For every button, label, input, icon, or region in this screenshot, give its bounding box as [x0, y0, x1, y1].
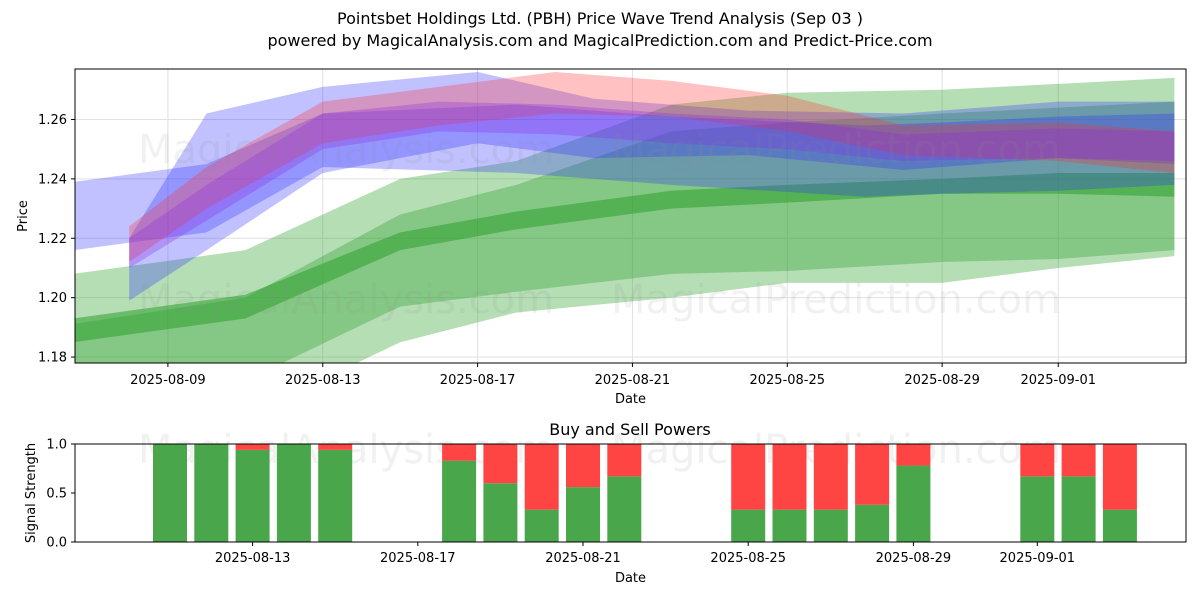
- sell-bar: [442, 444, 477, 461]
- signal-chart-title: Buy and Sell Powers: [549, 420, 711, 439]
- buy-bar: [731, 509, 766, 542]
- y-axis-label: Price: [16, 200, 31, 232]
- sell-bar: [1061, 444, 1096, 477]
- signal-bars: [152, 444, 1137, 542]
- sell-bar: [607, 444, 642, 477]
- watermark-text: MagicalAnalysis.com: [138, 277, 554, 323]
- green-wave-band: [75, 101, 1175, 363]
- sell-bar: [566, 444, 601, 488]
- price-axes: 2025-08-09 2025-08-13 2025-08-17 2025-08-21…: [16, 113, 1096, 407]
- blue-wave-band: [129, 71, 1175, 301]
- signal-axes: 2025-08-13 2025-08-17 2025-08-21 2025-08-25…: [24, 438, 1075, 587]
- blue-wave-band: [75, 104, 1175, 251]
- buy-bar: [813, 509, 848, 542]
- sell-bar: [524, 444, 559, 510]
- x-tick-label: 2025-08-21: [595, 373, 671, 388]
- buy-bar: [442, 460, 477, 542]
- sell-bar: [1102, 444, 1137, 510]
- y-tick-label: 0.5: [46, 487, 67, 502]
- buy-bar: [1061, 476, 1096, 542]
- buy-bar: [152, 444, 187, 542]
- sell-bar: [483, 444, 518, 484]
- sell-bar: [731, 444, 766, 510]
- chart-subtitle: powered by MagicalAnalysis.com and Magic…: [267, 31, 933, 50]
- y-axis-label: Signal Strength: [24, 443, 39, 543]
- x-tick-label: 2025-08-09: [130, 373, 206, 388]
- purple-wave-band: [129, 101, 1175, 268]
- y-tick-label: 1.20: [38, 291, 67, 306]
- green-wave-band: [75, 77, 1175, 363]
- sell-bar: [235, 444, 270, 450]
- sell-bar: [896, 444, 931, 466]
- y-tick-label: 1.0: [46, 438, 67, 453]
- x-tick-label: 2025-08-29: [876, 551, 952, 566]
- watermark-text: MagicalPrediction.com: [611, 127, 1061, 173]
- x-tick-label: 2025-08-25: [710, 551, 786, 566]
- watermark-text: MagicalAnalysis.com: [138, 127, 554, 173]
- red-wave-band: [129, 71, 1175, 263]
- x-tick-label: 2025-08-29: [904, 373, 980, 388]
- price-grid: [75, 69, 1186, 363]
- x-tick-label: 2025-08-17: [380, 551, 456, 566]
- y-tick-label: 1.18: [38, 351, 67, 366]
- price-plot-frame: [74, 68, 1187, 364]
- green-wave-band: [75, 172, 1175, 342]
- buy-bar: [1020, 476, 1055, 542]
- buy-bar: [194, 444, 229, 542]
- buy-bar: [235, 449, 270, 542]
- x-tick-label: 2025-09-01: [1000, 551, 1076, 566]
- buy-bar: [276, 444, 311, 542]
- x-tick-label: 2025-08-17: [440, 373, 516, 388]
- y-tick-label: 1.26: [38, 113, 67, 128]
- y-tick-label: 1.22: [38, 232, 67, 247]
- x-tick-label: 2025-08-13: [285, 373, 361, 388]
- x-axis-label: Date: [615, 571, 646, 586]
- y-tick-label: 1.24: [38, 172, 67, 187]
- buy-bar: [1102, 509, 1137, 542]
- buy-bar: [772, 509, 807, 542]
- watermark-text: MagicalPrediction.com: [611, 277, 1061, 323]
- price-bands: [75, 71, 1175, 363]
- buy-bar: [896, 465, 931, 542]
- sell-bar: [1020, 444, 1055, 477]
- buy-bar: [483, 483, 518, 542]
- sell-bar: [318, 444, 353, 450]
- chart-title: Pointsbet Holdings Ltd. (PBH) Price Wave…: [337, 9, 863, 28]
- buy-bar: [566, 487, 601, 542]
- buy-bar: [855, 504, 890, 542]
- sell-bar: [855, 444, 890, 505]
- x-tick-label: 2025-08-13: [215, 551, 291, 566]
- x-tick-label: 2025-08-21: [545, 551, 621, 566]
- y-tick-label: 0.0: [46, 536, 67, 551]
- sell-bar: [772, 444, 807, 510]
- buy-bar: [524, 509, 559, 542]
- x-tick-label: 2025-08-25: [749, 373, 825, 388]
- buy-bar: [318, 449, 353, 542]
- buy-bar: [607, 476, 642, 542]
- x-tick-label: 2025-09-01: [1020, 373, 1096, 388]
- sell-bar: [813, 444, 848, 510]
- x-axis-label: Date: [615, 392, 646, 407]
